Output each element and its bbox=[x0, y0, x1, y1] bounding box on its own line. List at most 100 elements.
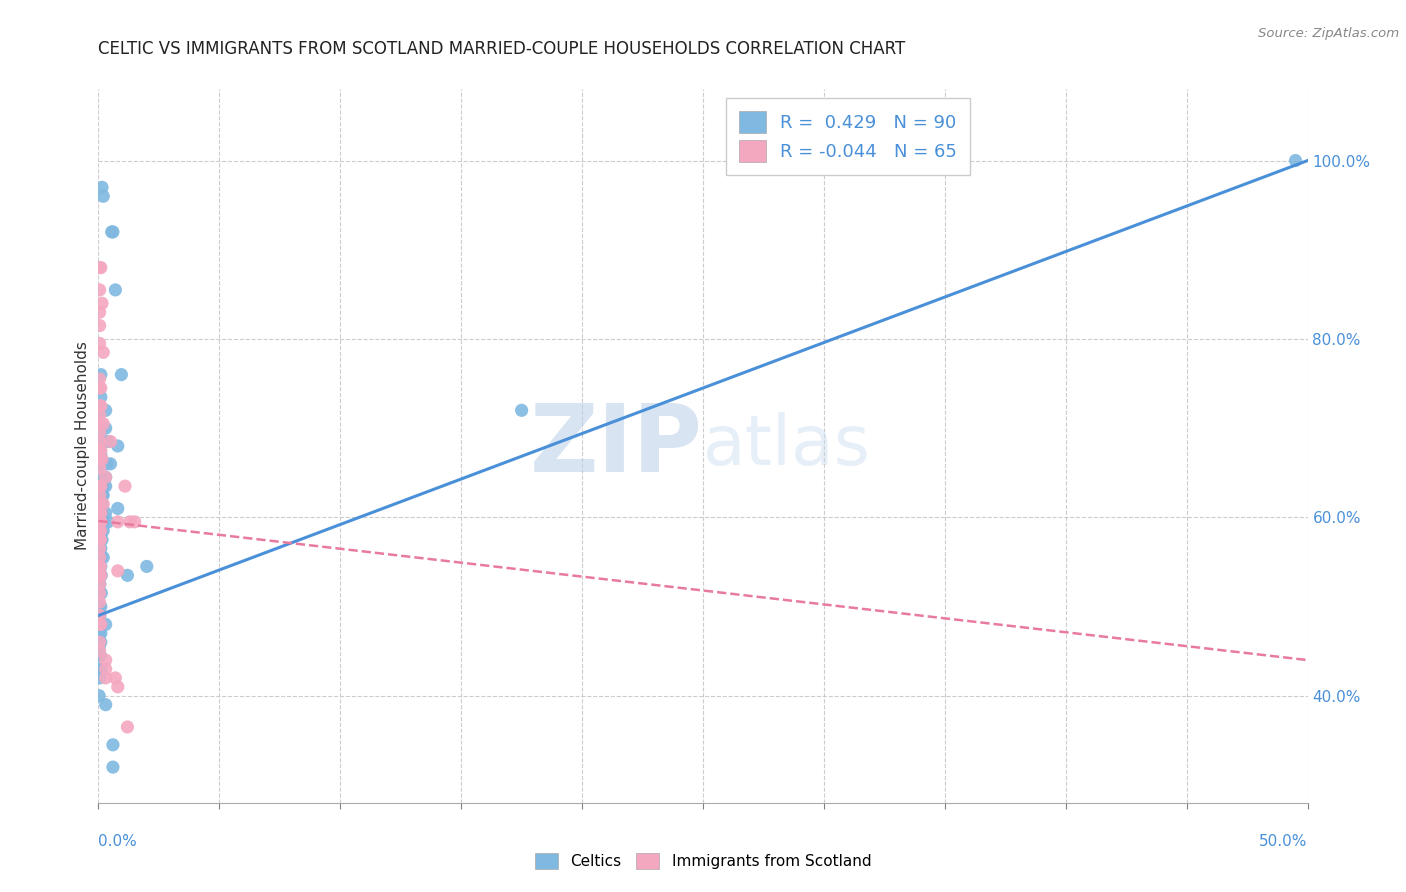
Point bbox=[89, 550, 111, 565]
Y-axis label: Married-couple Households: Married-couple Households bbox=[75, 342, 90, 550]
Point bbox=[91, 488, 114, 502]
Point bbox=[89, 595, 111, 609]
Point bbox=[97, 434, 120, 449]
Point bbox=[94, 617, 117, 632]
Point bbox=[94, 698, 117, 712]
Point bbox=[90, 479, 112, 493]
Point bbox=[91, 345, 114, 359]
Point bbox=[96, 457, 118, 471]
Point bbox=[89, 577, 111, 591]
Point bbox=[89, 626, 111, 640]
Point bbox=[135, 559, 157, 574]
Point bbox=[91, 452, 114, 467]
Point bbox=[117, 720, 139, 734]
Point bbox=[94, 671, 117, 685]
Point bbox=[107, 501, 129, 516]
Point bbox=[90, 599, 112, 614]
Point bbox=[91, 497, 114, 511]
Point bbox=[89, 635, 111, 649]
Point bbox=[89, 506, 111, 520]
Point bbox=[124, 515, 146, 529]
Text: atlas: atlas bbox=[703, 412, 870, 480]
Point bbox=[90, 448, 112, 462]
Point bbox=[89, 488, 111, 502]
Point bbox=[89, 381, 111, 395]
Point bbox=[89, 506, 111, 520]
Point bbox=[89, 430, 111, 444]
Point bbox=[101, 225, 124, 239]
Point bbox=[100, 457, 122, 471]
Point bbox=[89, 305, 111, 319]
Point bbox=[89, 541, 111, 556]
Point bbox=[89, 577, 111, 591]
Point bbox=[107, 515, 129, 529]
Point bbox=[90, 390, 112, 404]
Point bbox=[89, 671, 111, 685]
Point bbox=[89, 568, 111, 582]
Point bbox=[118, 515, 141, 529]
Point bbox=[90, 368, 112, 382]
Point bbox=[89, 283, 111, 297]
Legend: Celtics, Immigrants from Scotland: Celtics, Immigrants from Scotland bbox=[529, 847, 877, 875]
Point bbox=[89, 533, 111, 547]
Point bbox=[89, 617, 111, 632]
Point bbox=[89, 506, 111, 520]
Point bbox=[89, 586, 111, 600]
Point bbox=[91, 180, 114, 194]
Point bbox=[91, 550, 114, 565]
Point bbox=[89, 524, 111, 538]
Point bbox=[89, 586, 111, 600]
Point bbox=[90, 617, 112, 632]
Text: Source: ZipAtlas.com: Source: ZipAtlas.com bbox=[1258, 27, 1399, 40]
Point bbox=[90, 457, 112, 471]
Point bbox=[89, 461, 111, 475]
Point bbox=[89, 497, 111, 511]
Point bbox=[90, 479, 112, 493]
Point bbox=[91, 533, 114, 547]
Point bbox=[90, 626, 112, 640]
Point bbox=[89, 515, 111, 529]
Point bbox=[110, 368, 132, 382]
Point bbox=[89, 559, 111, 574]
Point bbox=[91, 296, 114, 310]
Point bbox=[94, 470, 117, 484]
Text: ZIP: ZIP bbox=[530, 400, 703, 492]
Point bbox=[89, 568, 111, 582]
Point bbox=[89, 318, 111, 333]
Point bbox=[107, 564, 129, 578]
Point bbox=[89, 488, 111, 502]
Point bbox=[90, 550, 112, 565]
Point bbox=[89, 608, 111, 623]
Text: CELTIC VS IMMIGRANTS FROM SCOTLAND MARRIED-COUPLE HOUSEHOLDS CORRELATION CHART: CELTIC VS IMMIGRANTS FROM SCOTLAND MARRI… bbox=[98, 40, 905, 58]
Point bbox=[91, 488, 114, 502]
Point bbox=[89, 608, 111, 623]
Point bbox=[89, 577, 111, 591]
Point bbox=[91, 479, 114, 493]
Point bbox=[90, 497, 112, 511]
Point bbox=[91, 497, 114, 511]
Point bbox=[101, 760, 124, 774]
Point bbox=[89, 336, 111, 351]
Point bbox=[89, 559, 111, 574]
Point bbox=[89, 541, 111, 556]
Point bbox=[89, 550, 111, 565]
Point bbox=[89, 533, 111, 547]
Point bbox=[89, 640, 111, 654]
Point bbox=[89, 644, 111, 658]
Point bbox=[94, 653, 117, 667]
Point bbox=[89, 434, 111, 449]
Point bbox=[89, 399, 111, 413]
Point bbox=[89, 662, 111, 676]
Point bbox=[89, 452, 111, 467]
Point bbox=[94, 479, 117, 493]
Point bbox=[90, 586, 112, 600]
Point bbox=[89, 425, 111, 440]
Point bbox=[91, 515, 114, 529]
Point bbox=[89, 443, 111, 458]
Point bbox=[89, 260, 111, 275]
Point bbox=[89, 586, 111, 600]
Point bbox=[89, 479, 111, 493]
Point bbox=[89, 403, 111, 417]
Point bbox=[94, 506, 117, 520]
Point bbox=[91, 524, 114, 538]
